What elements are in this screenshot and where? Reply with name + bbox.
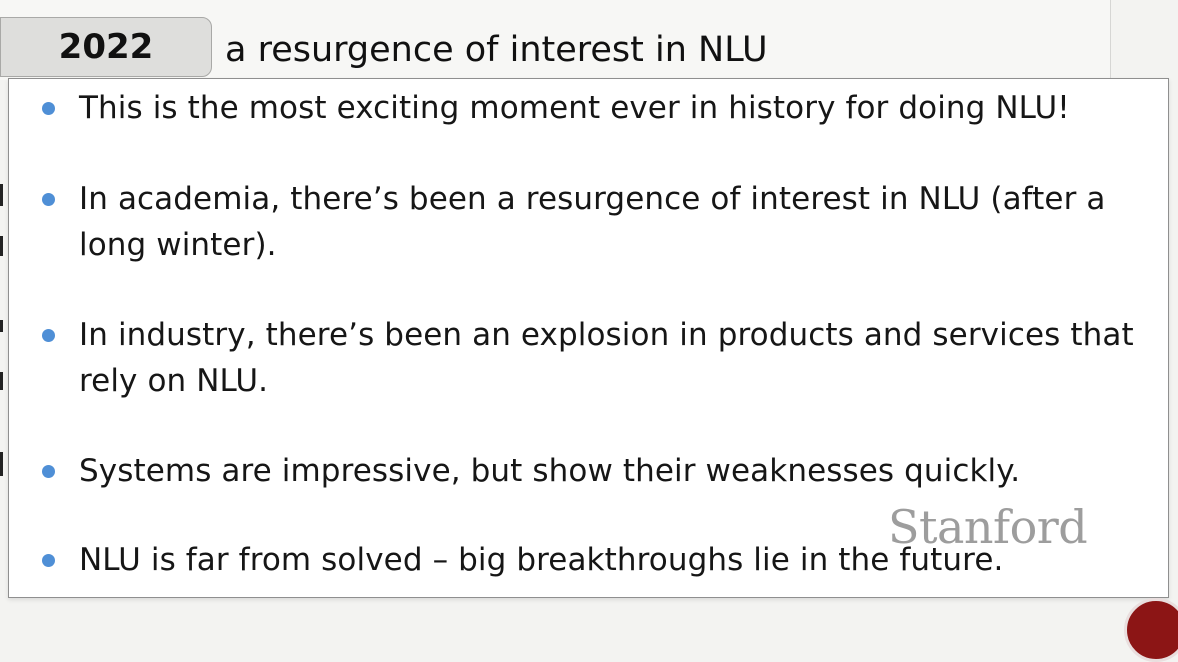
bullet-dot-icon xyxy=(42,554,55,567)
stanford-seal-icon xyxy=(1124,598,1178,662)
bullet-dot-icon xyxy=(42,465,55,478)
bullet-dot-icon xyxy=(42,193,55,206)
year-tab: 2022 xyxy=(0,17,212,77)
bullet-dot-icon xyxy=(42,102,55,115)
bullet-text: NLU is far from solved – big breakthroug… xyxy=(79,542,1004,578)
bullet-dot-icon xyxy=(42,329,55,342)
bullet-text: This is the most exciting moment ever in… xyxy=(79,90,1070,126)
slide-heading: a resurgence of interest in NLU xyxy=(225,30,768,70)
stanford-watermark: Stanford xyxy=(888,500,1088,554)
bullet-text: Systems are impressive, but show their w… xyxy=(79,453,1021,489)
slide-card: This is the most exciting moment ever in… xyxy=(8,78,1169,598)
bullet-text: In academia, there’s been a resurgence o… xyxy=(79,181,1106,263)
bullet-text: In industry, there’s been an explosion i… xyxy=(79,317,1134,399)
